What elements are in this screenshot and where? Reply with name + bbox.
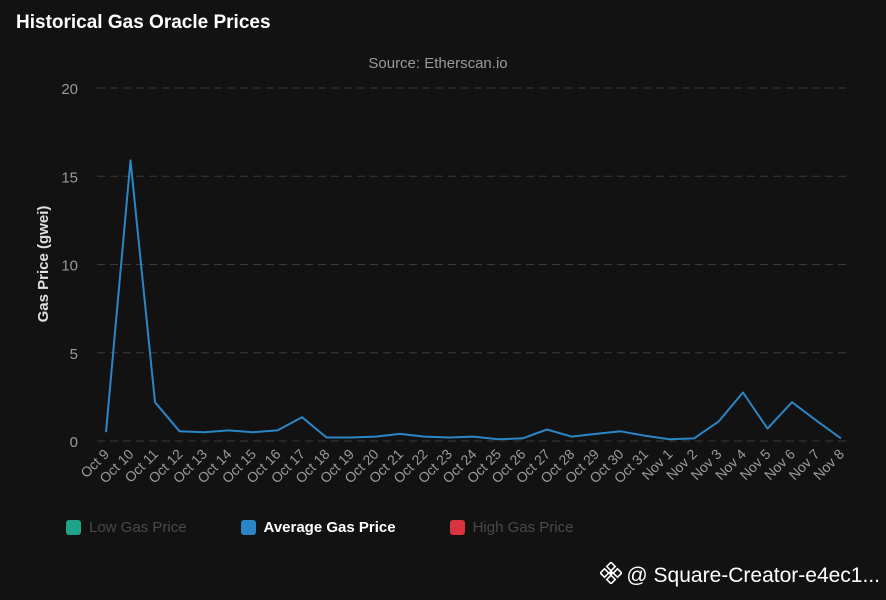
legend-label-average: Average Gas Price — [263, 519, 396, 536]
legend-item-high[interactable]: High Gas Price — [449, 519, 574, 536]
data-point[interactable] — [151, 398, 159, 406]
data-point[interactable] — [690, 434, 698, 442]
data-point[interactable] — [396, 430, 404, 438]
data-point[interactable] — [494, 435, 502, 443]
y-tick-label: 15 — [61, 169, 78, 186]
data-point[interactable] — [249, 428, 257, 436]
legend-item-low[interactable]: Low Gas Price — [66, 519, 187, 536]
data-point[interactable] — [347, 433, 355, 441]
watermark: @ Square-Creator-e4ec1... — [599, 561, 880, 590]
chart-legend: Low Gas Price Average Gas Price High Gas… — [66, 519, 627, 536]
data-point[interactable] — [372, 433, 380, 441]
data-point[interactable] — [127, 156, 135, 164]
data-point[interactable] — [323, 433, 331, 441]
data-point[interactable] — [617, 427, 625, 435]
chart-subtitle: Source: Etherscan.io — [368, 55, 507, 72]
legend-swatch-low — [66, 520, 81, 535]
y-axis-label: Gas Price (gwei) — [35, 206, 52, 323]
y-tick-label: 5 — [70, 346, 78, 363]
data-point[interactable] — [837, 434, 845, 442]
y-tick-label: 10 — [61, 258, 78, 275]
data-point[interactable] — [421, 433, 429, 441]
data-point[interactable] — [641, 432, 649, 440]
y-tick-label: 0 — [70, 434, 78, 451]
series-line-average-gas-price[interactable] — [105, 159, 842, 441]
data-point[interactable] — [543, 426, 551, 434]
legend-swatch-high — [449, 520, 465, 535]
data-point[interactable] — [445, 433, 453, 441]
data-point[interactable] — [274, 426, 282, 434]
y-tick-labels: 0 5 10 15 20 — [61, 81, 78, 451]
data-point[interactable] — [200, 428, 208, 436]
page-title: Historical Gas Oracle Prices — [16, 12, 271, 33]
data-point[interactable] — [519, 434, 527, 442]
data-point[interactable] — [739, 388, 747, 396]
data-point[interactable] — [225, 426, 233, 434]
data-point[interactable] — [666, 435, 674, 443]
data-point[interactable] — [470, 433, 478, 441]
data-point[interactable] — [813, 417, 821, 425]
data-point[interactable] — [788, 398, 796, 406]
data-point[interactable] — [102, 428, 110, 436]
watermark-text: @ Square-Creator-e4ec1... — [626, 564, 880, 587]
legend-label-low: Low Gas Price — [89, 519, 187, 536]
binance-logo-icon — [599, 561, 624, 590]
data-point[interactable] — [176, 427, 184, 435]
legend-item-average[interactable]: Average Gas Price — [240, 519, 396, 536]
legend-label-high: High Gas Price — [472, 519, 574, 536]
y-tick-label: 20 — [61, 81, 78, 98]
legend-swatch-average — [240, 520, 256, 535]
data-point[interactable] — [568, 433, 576, 441]
data-point[interactable] — [592, 430, 600, 438]
data-point[interactable] — [298, 413, 306, 421]
grid-lines — [97, 87, 848, 442]
data-point[interactable] — [764, 425, 772, 433]
series-layer — [102, 156, 845, 443]
data-point[interactable] — [715, 418, 723, 426]
